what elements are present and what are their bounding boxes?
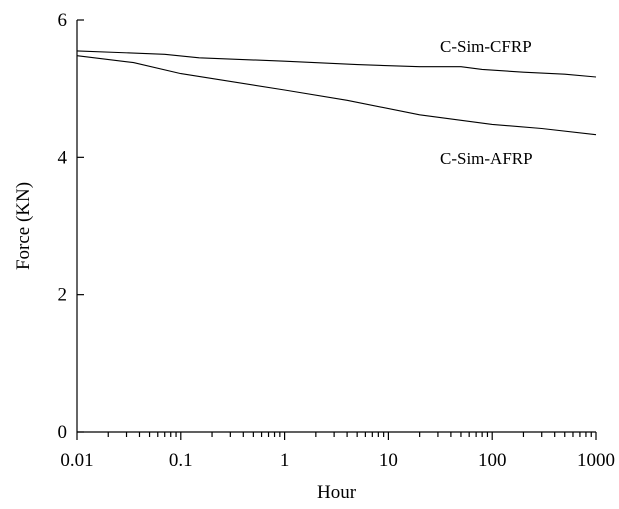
axes — [76, 20, 596, 433]
y-tick-label: 6 — [58, 10, 68, 31]
x-tick-label: 100 — [478, 450, 507, 471]
x-ticks: 0.01 0.1 1 10 100 1000 — [60, 432, 615, 471]
x-tick-label: 0.01 — [60, 450, 93, 471]
x-tick-label: 1 — [280, 450, 290, 471]
series-label-c-sim-afrp: C-Sim-AFRP — [440, 149, 533, 168]
x-tick-label: 10 — [379, 450, 398, 471]
y-tick-label: 0 — [58, 422, 68, 443]
x-tick-label: 0.1 — [169, 450, 193, 471]
y-tick-label: 2 — [58, 285, 68, 306]
series-line-0 — [76, 50, 597, 78]
x-tick-label: 1000 — [577, 450, 615, 471]
y-ticks: 0 2 4 6 — [58, 10, 84, 443]
x-axis-label: Hour — [317, 482, 357, 503]
series-label-c-sim-cfrp: C-Sim-CFRP — [440, 37, 532, 56]
series-line-1 — [76, 55, 597, 136]
series-group — [76, 50, 597, 136]
y-tick-label: 4 — [58, 147, 68, 168]
y-axis-label: Force (KN) — [13, 182, 34, 270]
